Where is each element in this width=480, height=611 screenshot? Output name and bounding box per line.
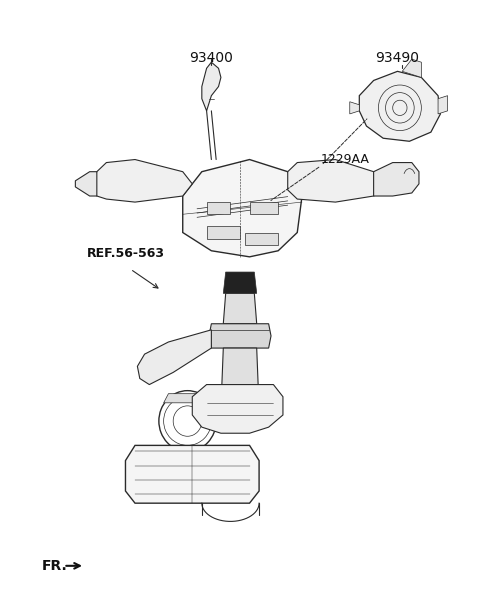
Polygon shape xyxy=(250,202,278,214)
Polygon shape xyxy=(206,202,230,214)
Polygon shape xyxy=(360,71,441,141)
Polygon shape xyxy=(373,163,419,196)
Text: FR.: FR. xyxy=(42,559,68,573)
Polygon shape xyxy=(222,348,258,384)
Polygon shape xyxy=(245,233,278,244)
Polygon shape xyxy=(223,272,257,293)
Polygon shape xyxy=(202,62,221,111)
Polygon shape xyxy=(90,159,192,202)
Text: 93490: 93490 xyxy=(375,51,420,65)
Polygon shape xyxy=(206,227,240,239)
Polygon shape xyxy=(438,96,447,114)
Polygon shape xyxy=(125,445,259,503)
Text: REF.56-563: REF.56-563 xyxy=(87,247,165,260)
Polygon shape xyxy=(192,384,283,433)
Polygon shape xyxy=(209,324,271,348)
Polygon shape xyxy=(350,102,360,114)
Polygon shape xyxy=(288,159,393,202)
Polygon shape xyxy=(183,159,302,257)
Text: 1229AA: 1229AA xyxy=(321,153,370,166)
Text: 93400: 93400 xyxy=(190,51,233,65)
Polygon shape xyxy=(164,393,211,403)
Polygon shape xyxy=(223,293,257,324)
Polygon shape xyxy=(75,172,97,196)
Polygon shape xyxy=(137,330,211,384)
Polygon shape xyxy=(402,59,421,78)
